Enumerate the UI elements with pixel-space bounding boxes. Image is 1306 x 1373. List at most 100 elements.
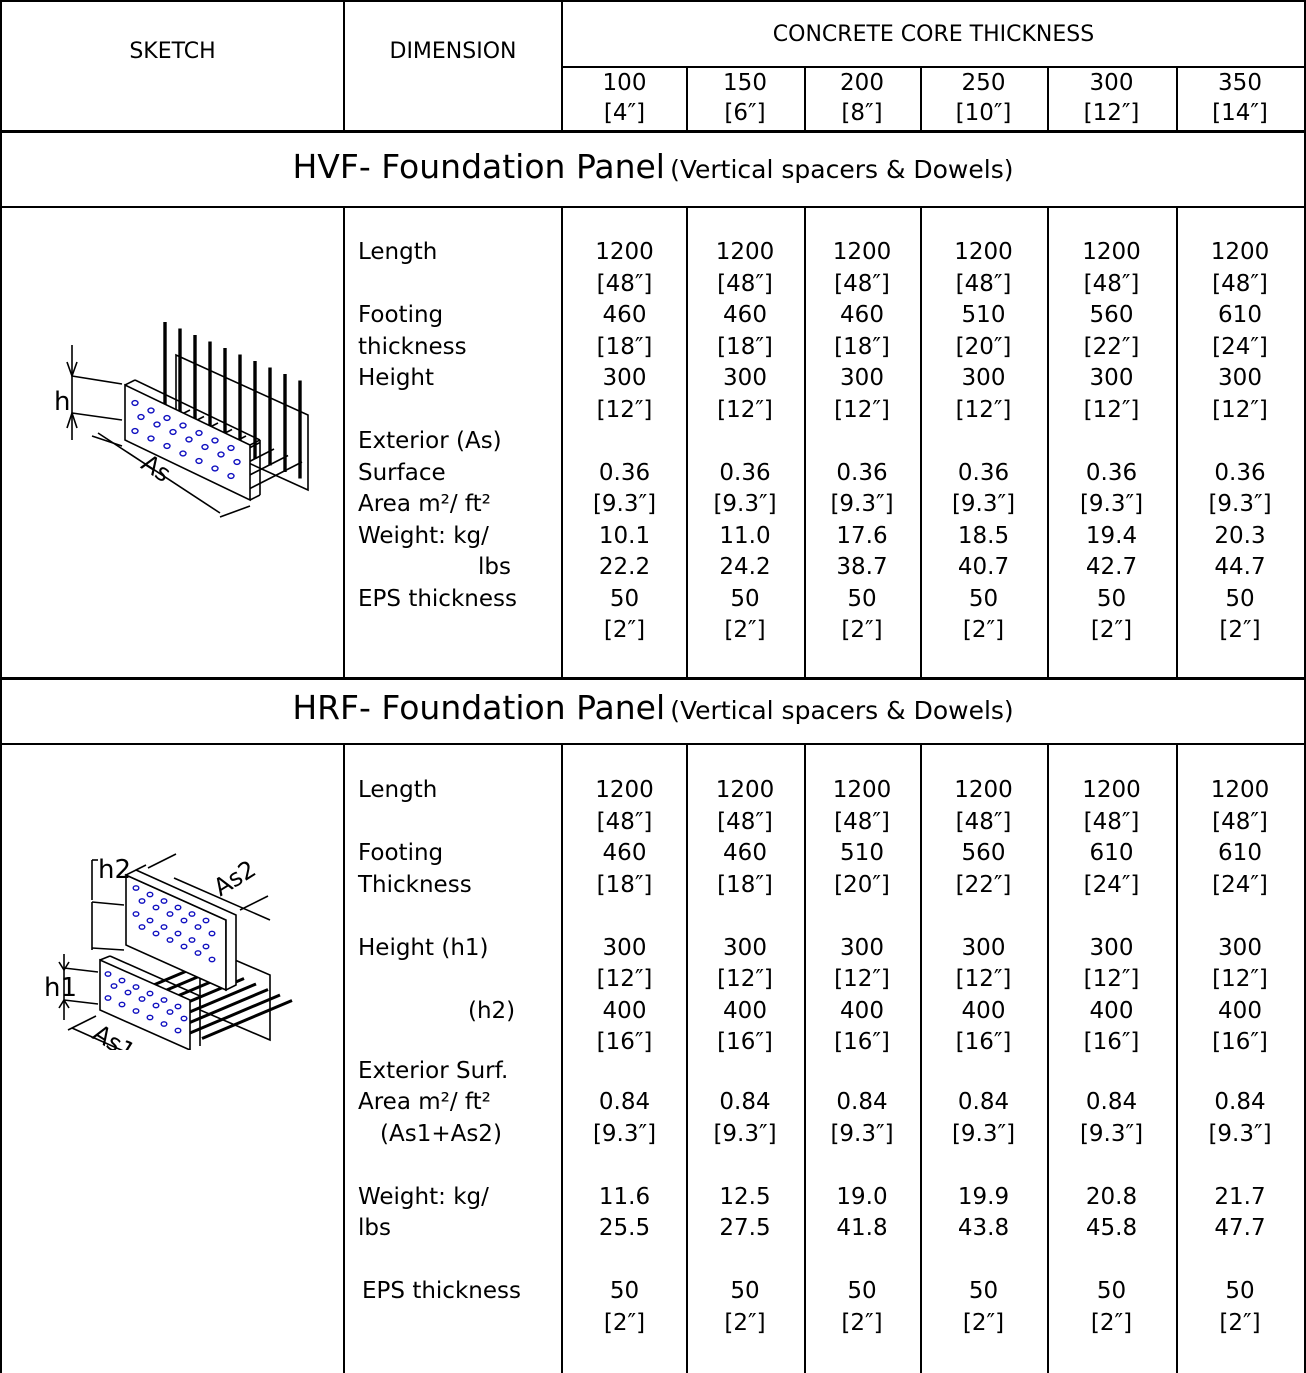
hrf-cell-value: 510	[840, 840, 884, 866]
hrf-tie-dot	[132, 1008, 140, 1014]
hrf-dimension-label: Length	[358, 777, 438, 803]
hvf-dimension-label: Weight: kg/	[358, 522, 489, 549]
hrf-cell-value: 400	[1089, 997, 1134, 1024]
hrf-tie-dot	[174, 1027, 182, 1034]
hrf-cell-value: 0.84	[836, 1089, 888, 1116]
hrf-cell-value: [12″]	[1212, 966, 1268, 992]
hrf-cell-value: [2″]	[724, 1309, 766, 1336]
hrf-spacer-line	[177, 988, 269, 1029]
hrf-cell-value: 400	[840, 997, 884, 1024]
hvf-spacer-line	[246, 461, 303, 491]
hrf-cell-value: 50	[1096, 1278, 1127, 1305]
hvf-cell-value: 510	[961, 302, 1006, 328]
hvf-tie-dot	[131, 427, 139, 435]
hvf-cell-value: [9.3″]	[713, 491, 777, 517]
hrf-tie-dot	[138, 996, 146, 1002]
hvf-cell-value: 300	[723, 365, 767, 391]
hrf-tie-dot	[208, 956, 216, 963]
hvf-cell-value: [22″]	[1083, 333, 1140, 360]
hrf-cell-value: 1200	[832, 777, 892, 803]
hrf-cell-value: [12″]	[596, 966, 653, 992]
hvf-cell-value: [12″]	[955, 396, 1012, 423]
hvf-tie-dot	[179, 422, 187, 429]
hvf-cell-value: 20.3	[1214, 522, 1266, 549]
hrf-cell-value: [48″]	[1212, 808, 1268, 835]
hvf-tie-dot	[217, 451, 225, 458]
hrf-cell-value: 1200	[595, 777, 654, 803]
hvf-cell-value: 11.0	[719, 522, 771, 549]
hvf-cell-value: 50	[1096, 585, 1127, 612]
hrf-dimension-label: (h2)	[468, 997, 516, 1024]
hrf-tie-dot	[188, 937, 196, 943]
hrf-panel-sketch-icon: h2 h1 As2 As1	[44, 853, 293, 1050]
hvf-tie-dot	[163, 414, 171, 422]
hvf-tie-dot	[195, 457, 203, 465]
hrf-cell-value: 300	[840, 934, 884, 961]
hrf-cell-value: 1200	[954, 777, 1013, 803]
hvf-cell-value: [2″]	[1219, 617, 1261, 643]
hrf-cell-value: 0.84	[957, 1089, 1010, 1116]
dimension-header: DIMENSION	[389, 39, 517, 64]
hvf-cell-value: 17.6	[836, 522, 888, 549]
hrf-tie-dot	[188, 911, 196, 917]
hrf-cell-value: 0.84	[1214, 1089, 1266, 1116]
hrf-cell-value: 12.5	[719, 1183, 771, 1210]
hvf-subtitle: (Vertical spacers & Dowels)	[670, 155, 1014, 184]
hvf-cell-value: [2″]	[841, 617, 883, 643]
hrf-cell-value: 1200	[1210, 777, 1270, 803]
hvf-cell-value: [18″]	[834, 333, 890, 360]
hvf-cell-value: [2″]	[962, 617, 1005, 643]
hvf-section-title: HVF- Foundation Panel (Vertical spacers …	[0, 147, 1306, 186]
hrf-cell-value: [18″]	[717, 871, 773, 898]
hrf-cell-value: [2″]	[841, 1309, 883, 1336]
hvf-tie-dot	[131, 399, 139, 407]
hvf-tie-dot	[195, 429, 203, 437]
border-top	[0, 0, 1306, 2]
hrf-cell-value: 45.8	[1085, 1215, 1138, 1242]
v-col3-hvf	[920, 207, 922, 678]
v-dimension-hvf	[561, 207, 563, 678]
hrf-dimension-label: EPS thickness	[362, 1278, 521, 1305]
hvf-cell-value: 1200	[1082, 239, 1141, 265]
hvf-cell-value: 18.5	[957, 522, 1010, 549]
v-col2-header	[804, 67, 806, 132]
hrf-tie-dot	[202, 917, 210, 924]
hrf-cell-value: [48″]	[717, 808, 773, 835]
hrf-tie-dot	[194, 924, 202, 930]
hrf-tie-dot	[110, 983, 118, 989]
hvf-cell-value: 460	[602, 302, 647, 328]
hvf-title-bottom-line	[0, 206, 1306, 208]
hrf-cell-value: 1200	[715, 777, 775, 803]
hrf-cell-value: [24″]	[1083, 871, 1140, 898]
border-right	[1304, 0, 1306, 1373]
thickness-mm: 350	[1218, 70, 1262, 96]
hvf-dimension-label: thickness	[358, 333, 467, 360]
v-col1-hvf	[686, 207, 688, 678]
hvf-cell-value: 50	[847, 585, 877, 612]
hvf-cell-value: 0.36	[957, 459, 1010, 486]
hvf-cell-value: 50	[730, 585, 760, 612]
hrf-tie-dot	[138, 924, 146, 930]
hrf-cell-value: [12″]	[717, 966, 773, 992]
hrf-tie-dot	[132, 885, 140, 891]
hrf-tie-dot	[152, 930, 160, 937]
hrf-cell-value: [16″]	[955, 1029, 1012, 1055]
hrf-tie-dot	[152, 1002, 160, 1009]
hrf-cell-value: [16″]	[1212, 1029, 1268, 1055]
hrf-tie-dot	[202, 943, 210, 950]
hvf-cell-value: 300	[961, 365, 1006, 391]
hrf-subtitle: (Vertical spacers & Dowels)	[670, 696, 1014, 725]
v-col1-header	[686, 67, 688, 132]
hrf-tie-dot	[138, 898, 146, 904]
hrf-cell-value: 610	[1218, 840, 1262, 866]
hrf-cell-value: 0.84	[598, 1089, 651, 1116]
hrf-cell-value: 560	[961, 840, 1006, 866]
hrf-tie-dot	[160, 997, 168, 1003]
hvf-cell-value: 44.7	[1214, 554, 1266, 580]
hrf-tie-dot	[132, 911, 140, 917]
hrf-h1-label: h1	[44, 973, 77, 1003]
hrf-tie-dot	[160, 1021, 168, 1027]
hrf-cell-value: [48″]	[834, 808, 890, 835]
hrf-cell-value: [2″]	[1219, 1309, 1261, 1336]
thickness-in: [6″]	[724, 100, 766, 126]
